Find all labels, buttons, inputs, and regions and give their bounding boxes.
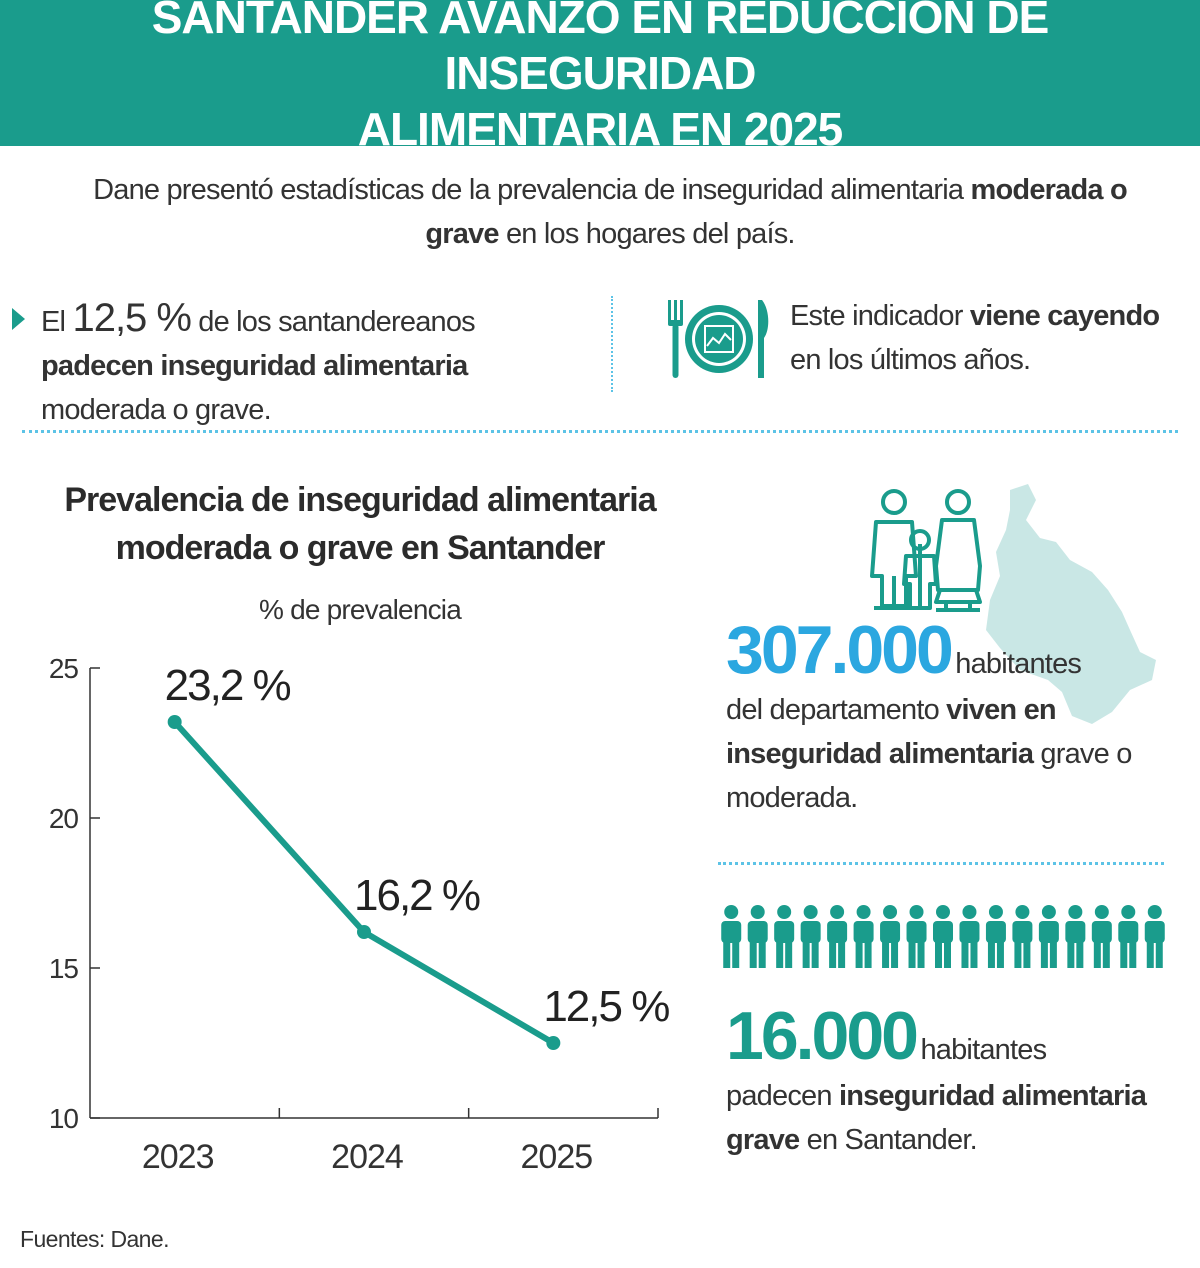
vertical-divider	[611, 296, 613, 392]
data-point	[357, 925, 371, 939]
fact-left-bold: padecen inseguridad alimentaria	[41, 350, 468, 382]
person-icon	[1091, 905, 1112, 968]
person-icon	[774, 905, 795, 968]
line-chart: 25 20 15 10 2023 2024 2025 23,2 % 16,2 % 12,5 %	[49, 653, 671, 1176]
stat1-text: del departamento viven en inseguridad al…	[726, 688, 1166, 820]
stat2-bold: inseguridad alimentaria grave	[726, 1080, 1147, 1156]
person-icon	[1065, 905, 1086, 968]
data-label: 12,5 %	[543, 982, 669, 1031]
person-icon	[853, 905, 874, 968]
x-tick-label: 2025	[521, 1138, 593, 1176]
intro-text: Dane presentó estadísticas de la prevale…	[60, 168, 1160, 256]
page-title-line2: ALIMENTARIA EN 2025	[357, 103, 844, 155]
person-icon	[721, 905, 742, 968]
fact-right-pre: Este indicador	[790, 300, 970, 332]
people-row-icon	[721, 905, 1165, 968]
intro-part2: en los hogares del país.	[498, 218, 796, 250]
intro-part1: Dane presentó estadísticas de la prevale…	[93, 174, 971, 206]
stat2-unit: habitantes	[920, 1034, 1047, 1066]
fact-left-text: El 12,5 % de los santandereanos padecen …	[41, 296, 592, 432]
source-note: Fuentes: Dane.	[20, 1226, 169, 1252]
person-icon	[985, 905, 1006, 968]
person-icon	[1118, 905, 1139, 968]
header-banner: SANTANDER AVANZÓ EN REDUCCIÓN DE INSEGUR…	[0, 0, 1200, 155]
y-tick-label: 25	[49, 653, 79, 684]
family-icon	[860, 480, 1170, 730]
fact-left-value: 12,5 %	[72, 296, 192, 340]
data-point	[546, 1036, 561, 1050]
person-icon	[827, 905, 848, 968]
santander-map	[986, 484, 1156, 724]
stat1-unit: habitantes	[955, 648, 1082, 680]
page-title-line1: SANTANDER AVANZÓ EN REDUCCIÓN DE INSEGUR…	[151, 0, 1050, 99]
person-icon	[1038, 905, 1059, 968]
fact-left-mid: de los santandereanos	[190, 306, 475, 338]
data-point	[167, 715, 182, 729]
stat2-part1: padecen	[726, 1080, 839, 1112]
stat-16000: 16.000 habitantes padecen inseguridad al…	[726, 998, 1166, 1162]
person-icon	[800, 905, 821, 968]
data-label: 23,2 %	[165, 661, 291, 710]
y-tick-label: 10	[49, 1103, 79, 1134]
fact-right-text: Este indicador viene cayendo en los últi…	[790, 294, 1170, 382]
y-tick-label: 15	[49, 953, 79, 984]
chart-title: Prevalencia de inseguridad alimentaria m…	[64, 481, 656, 567]
stat-307000: 307.000 habitantes del departamento vive…	[726, 612, 1166, 820]
arrow-right-icon	[12, 308, 25, 330]
fact-left: El 12,5 % de los santandereanos padecen …	[12, 296, 592, 432]
stat2-post: en Santander.	[799, 1124, 978, 1156]
person-icon	[880, 905, 901, 968]
data-label: 16,2 %	[354, 871, 480, 920]
stat1-number: 307.000	[726, 612, 954, 688]
x-tick-label: 2024	[331, 1138, 403, 1176]
stat1-part1: del departamento	[726, 694, 947, 726]
stat1-post: grave o moderada.	[726, 738, 1132, 814]
fact-left-post: moderada o grave.	[41, 394, 272, 426]
intro-bold: moderada o grave	[425, 174, 1127, 250]
horizontal-divider-top	[22, 430, 1178, 433]
person-icon	[933, 905, 953, 968]
plate-chart-icon	[664, 296, 774, 382]
fact-right-bold: viene cayendo	[969, 300, 1160, 332]
fact-left-pre: El	[41, 306, 73, 338]
chart-y-unit-label: % de prevalencia	[259, 594, 462, 625]
fact-right-post: en los últimos años.	[790, 344, 1031, 376]
person-icon	[1144, 905, 1165, 968]
person-icon	[747, 905, 768, 968]
person-icon	[1012, 905, 1033, 968]
stat2-number: 16.000	[726, 998, 919, 1074]
stat2-text: padecen inseguridad alimentaria grave en…	[726, 1074, 1166, 1162]
x-tick-label: 2023	[142, 1138, 214, 1176]
horizontal-divider-right	[718, 862, 1164, 865]
person-icon	[959, 905, 980, 968]
stat1-bold: viven en inseguridad alimentaria	[726, 694, 1057, 770]
y-tick-label: 20	[49, 803, 79, 834]
person-icon	[906, 905, 927, 968]
